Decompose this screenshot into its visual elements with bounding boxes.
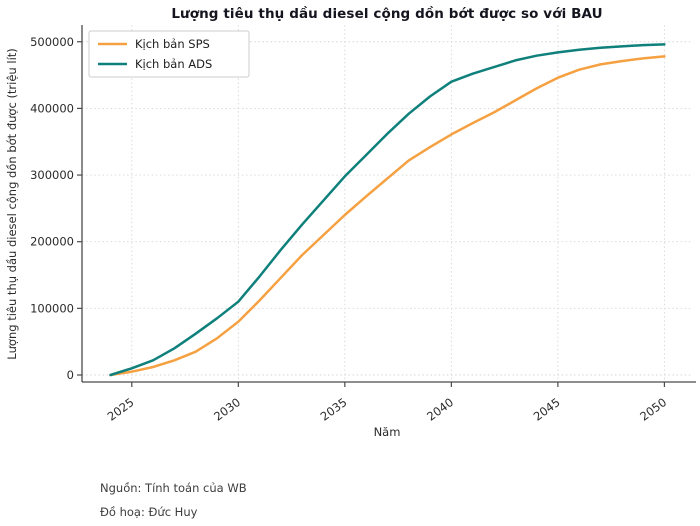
y-tick-label: 100000 <box>30 301 74 315</box>
y-tick-label: 300000 <box>30 168 74 182</box>
x-tick-label: 2025 <box>105 395 137 424</box>
legend-label: Kịch bản ADS <box>135 57 212 71</box>
y-axis-label: Lượng tiêu thụ dầu diesel cộng dồn bớt đ… <box>5 48 19 360</box>
x-tick-label: 2040 <box>424 395 456 424</box>
x-axis-label: Năm <box>374 425 401 439</box>
legend-label: Kịch bản SPS <box>135 37 210 51</box>
credit-note: Đồ hoạ: Đức Huy <box>100 505 198 519</box>
y-tick-label: 200000 <box>30 235 74 249</box>
chart-title: Lượng tiêu thụ dầu diesel cộng dồn bớt đ… <box>171 6 603 22</box>
axes: 0 100000 200000 300000 400000 500000 2025 2030 2… <box>5 25 696 439</box>
x-tick-label: 2030 <box>211 395 243 424</box>
source-note: Nguồn: Tính toán của WB <box>100 481 247 495</box>
line-chart: 0 100000 200000 300000 400000 500000 2025 2030 2… <box>5 25 696 439</box>
y-tick-label: 400000 <box>30 101 74 115</box>
grid <box>82 25 692 382</box>
legend-box <box>88 30 250 78</box>
y-tick-label: 0 <box>67 368 74 382</box>
chart-canvas: 0 100000 200000 300000 400000 500000 2025 2030 2… <box>5 25 696 439</box>
series-line-sps <box>109 55 666 377</box>
series-line-ads <box>109 43 666 377</box>
x-tick-label: 2035 <box>318 395 350 424</box>
y-tick-label: 500000 <box>30 35 74 49</box>
x-tick-label: 2045 <box>531 395 563 424</box>
x-tick-label: 2050 <box>637 395 669 424</box>
legend: Kịch bản SPS Kịch bản ADS <box>88 30 250 78</box>
